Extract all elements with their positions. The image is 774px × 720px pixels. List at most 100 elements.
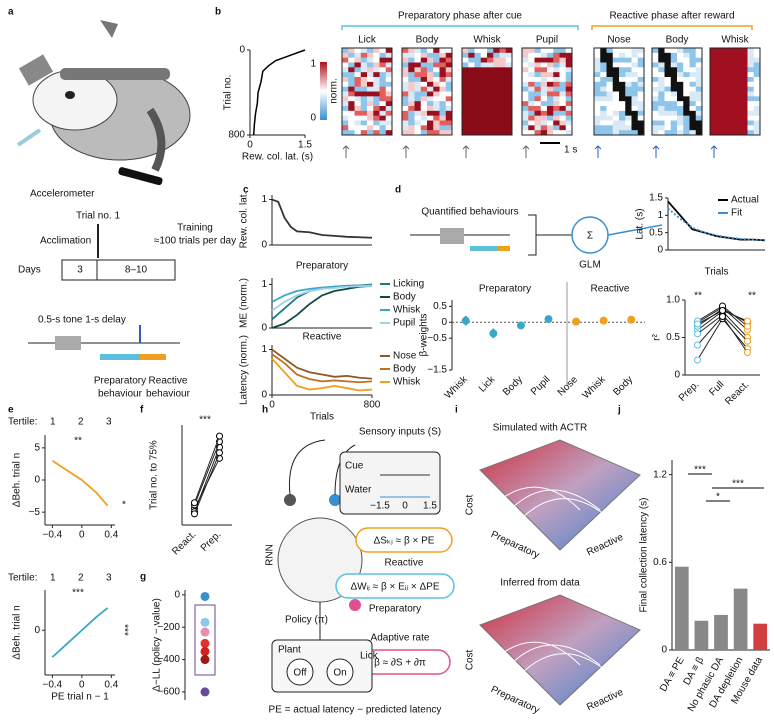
heatmap-cell [379,125,387,131]
heatmap-cell [722,120,730,126]
heatmap-cell [753,106,761,112]
strip-point [200,591,210,601]
heatmap-cell [652,62,659,68]
heatmap-cell [474,125,482,131]
label: 2 [78,417,84,428]
heatmap-cell [683,106,690,112]
heatmap-cell [402,130,409,136]
heatmap-cell [342,96,349,102]
heatmap-cell [664,86,672,92]
heatmap-cell [433,115,440,121]
heatmap-cell [664,101,672,107]
heatmap-cell [367,72,374,78]
heatmap-cell [670,81,678,87]
heatmap-cell [408,130,415,136]
heatmap-cell [625,81,632,87]
x-tick-label: −0.4 [42,530,62,541]
x-tick-label: Whisk [443,374,471,402]
heatmap-cell [468,91,475,97]
heatmap-cell [565,120,573,126]
heatmap-cell [689,110,697,116]
heatmap-cell [652,106,659,112]
heatmap-cell [716,48,723,54]
heatmap-cell [559,48,567,54]
label: Reactive [303,332,342,343]
heatmap-cell [487,48,494,54]
heatmap-cell [637,57,645,63]
heatmap-cell [559,120,567,126]
heatmap-cell [547,125,554,131]
heatmap-cell [385,110,393,116]
heatmap-cell [379,72,387,78]
pair-point [191,499,198,507]
heatmap-cell [480,110,488,116]
heatmap-cell [612,91,620,97]
y-axis-label: Final collection latency (s) [639,497,650,612]
heatmap-cell [474,48,482,54]
heatmap-cell [565,101,573,107]
heatmap-cell [600,101,607,107]
heatmap-cell [522,91,529,97]
heatmap-cell [683,101,690,107]
heatmap-cell [474,106,482,112]
heatmap-cell [631,57,639,63]
heatmap-cell [462,106,469,112]
heatmap-cell [427,125,434,131]
heatmap-cell [553,125,560,131]
heatmap-cell [505,91,513,97]
heatmap-cell [612,106,620,112]
label: Plant [278,645,301,656]
heatmap-cell [565,48,573,54]
label: Sensory inputs (S) [359,427,441,438]
y-tick-label: 0 [261,240,267,251]
heatmap-cell [408,106,415,112]
heatmap-cell [522,72,529,78]
heatmap-cell [348,96,355,102]
label: Cost [465,494,476,515]
heatmap-cell [753,91,761,97]
heatmap-cell [427,48,434,54]
panel-letter: e [8,405,14,416]
heatmap-cell [658,77,665,83]
heatmap-cell [354,130,362,136]
heatmap-cell [600,77,607,83]
heatmap-cell [534,81,542,87]
heatmap-cell [753,86,761,92]
heatmap-cell [747,52,755,58]
heatmap-cell [402,106,409,112]
heatmap-cell [637,72,645,78]
x-tick-label: 1.5 [298,140,312,151]
heatmap-cell [689,72,697,78]
heatmap-cell [728,106,736,112]
heatmap-cell [342,130,349,136]
heatmap-cell [468,96,475,102]
heatmap-cell [658,125,665,131]
pair-point [694,320,701,328]
heatmap-cell [427,96,434,102]
heatmap-cell [462,115,469,121]
label: Reactive [585,532,625,559]
heatmap-cell [741,130,748,136]
heatmap-cell [468,115,475,121]
series-line [271,284,373,329]
heatmap-cell [600,86,607,92]
panel-letter: a [8,7,14,18]
y-tick-label: 0 [174,589,180,600]
heatmap-cell [439,125,447,131]
y-axis-label: ΔBeh. trial n [12,453,23,507]
heatmap-cell [710,67,717,73]
heatmap-cell [716,72,723,78]
heatmap-cell [522,67,529,73]
heatmap-cell [716,120,723,126]
heatmap-cell [480,81,488,87]
heatmap-cell [741,62,748,68]
mean-dot [544,315,553,324]
heatmap-cell [547,110,554,116]
heatmap-cell [414,52,422,58]
heatmap-cell [625,130,632,136]
heatmap-cell [354,62,362,68]
heatmap-cell [695,72,703,78]
heatmap-cell [445,81,453,87]
heatmap-cell [637,52,645,58]
label: Preparatory phase after cue [398,11,522,22]
